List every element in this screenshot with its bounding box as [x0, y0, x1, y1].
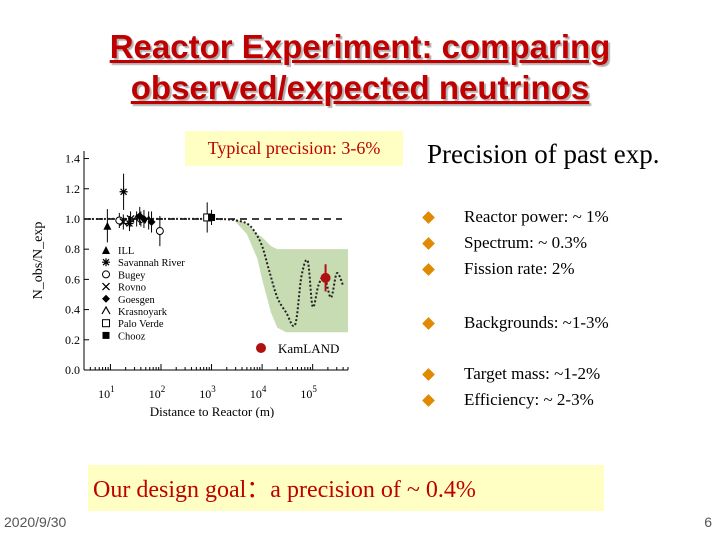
legend-marker-ill: [102, 246, 110, 254]
point-savannah-river: [119, 187, 128, 196]
legend-label-rovno: Rovno: [118, 283, 146, 294]
legend-marker-krasnoyark: [101, 305, 111, 315]
legend-label-ill: ILL: [118, 246, 134, 257]
precision-band: [235, 218, 348, 333]
y-axis-label: N_obs/N_exp: [31, 222, 46, 300]
list-item: Reactor power: ~ 1%: [420, 205, 710, 229]
bullet-fission-rate: Fission rate: 2%: [464, 259, 575, 278]
page-number: 6: [704, 514, 712, 530]
legend-label-goesgen: Goesgen: [118, 295, 155, 306]
bullet-diamond-icon: [422, 263, 435, 276]
legend-label-chooz: Chooz: [118, 331, 146, 342]
point-kamland: [320, 272, 331, 283]
point-krasnoyark: [144, 215, 154, 224]
y-tick-label: 1.0: [65, 212, 80, 226]
legend-label-krasnoyark: Krasnoyark: [118, 307, 168, 318]
bullet-diamond-icon: [422, 368, 435, 381]
list-item: Fission rate: 2%: [420, 257, 710, 281]
point-savannah-river: [125, 219, 134, 228]
y-tick-label: 1.4: [65, 152, 80, 166]
point-chooz: [208, 213, 216, 221]
list-item: Efficiency: ~ 2-3%: [420, 388, 710, 412]
x-tick-label: 103: [199, 384, 216, 401]
x-tick-label: 104: [250, 384, 267, 401]
point-bugey: [155, 227, 164, 236]
legend-marker-rovno: [102, 282, 110, 291]
bullet-reactor-power: Reactor power: ~ 1%: [464, 207, 609, 226]
typical-precision-note: Typical precision: 3-6%: [185, 131, 403, 166]
x-tick-label: 102: [149, 384, 166, 401]
y-tick-label: 0.8: [65, 242, 80, 256]
y-tick-label: 0.4: [65, 303, 80, 317]
title-line-1: Reactor Experiment: comparing: [109, 28, 611, 65]
list-item: Backgrounds: ~1-3%: [420, 311, 710, 335]
bullet-efficiency: Efficiency: ~ 2-3%: [464, 390, 594, 409]
legend-label-kamland: KamLAND: [278, 341, 339, 356]
bullet-backgrounds: Backgrounds: ~1-3%: [464, 313, 609, 332]
list-item: Target mass: ~1-2%: [420, 362, 710, 386]
precision-heading: Precision of past exp.: [427, 139, 660, 169]
x-tick-label: 101: [98, 384, 115, 401]
bullet-diamond-icon: [422, 394, 435, 407]
bullet-diamond-icon: [422, 211, 435, 224]
list-item: Spectrum: ~ 0.3%: [420, 231, 710, 255]
legend-marker-palo-verde: [102, 319, 110, 328]
bullet-diamond-icon: [422, 237, 435, 250]
point-rovno: [119, 218, 128, 226]
y-tick-label: 0.0: [65, 363, 80, 377]
legend-label-bugey: Bugey: [118, 270, 146, 281]
bullet-target-mass: Target mass: ~1-2%: [464, 364, 601, 383]
slide-title: Reactor Experiment: comparing observed/e…: [0, 26, 720, 108]
legend-marker-goesgen: [102, 294, 110, 303]
bullet-diamond-icon: [422, 317, 435, 330]
legend-marker-kamland: [256, 343, 266, 353]
y-tick-label: 0.2: [65, 333, 80, 347]
legend-label-palo-verde: Palo Verde: [118, 319, 164, 330]
legend-marker-savannah-river: [102, 258, 110, 267]
point-krasnoyark: [132, 213, 142, 223]
legend-label-savannah-river: Savannah River: [118, 258, 185, 269]
x-tick-label: 105: [300, 384, 317, 401]
legend-marker-chooz: [102, 331, 110, 339]
neutrino-ratio-chart: 0.0 0.2 0.4 0.6 0.8 1.0 1.2 1.4 101 102 103 104 105 D…: [31, 151, 349, 418]
point-bugey: [115, 216, 124, 225]
x-axis-label: Distance to Reactor (m): [150, 404, 275, 418]
y-tick-label: 1.2: [65, 182, 80, 196]
title-line-2: observed/expected neutrinos: [130, 69, 590, 106]
legend-marker-bugey: [102, 270, 110, 279]
bullet-spectrum: Spectrum: ~ 0.3%: [464, 233, 587, 252]
design-goal-banner: Our design goal：a precision of ~ 0.4%: [88, 465, 604, 511]
y-tick-label: 0.6: [65, 272, 80, 286]
point-ill: [103, 221, 112, 230]
slide-date: 2020/9/30: [4, 514, 67, 530]
